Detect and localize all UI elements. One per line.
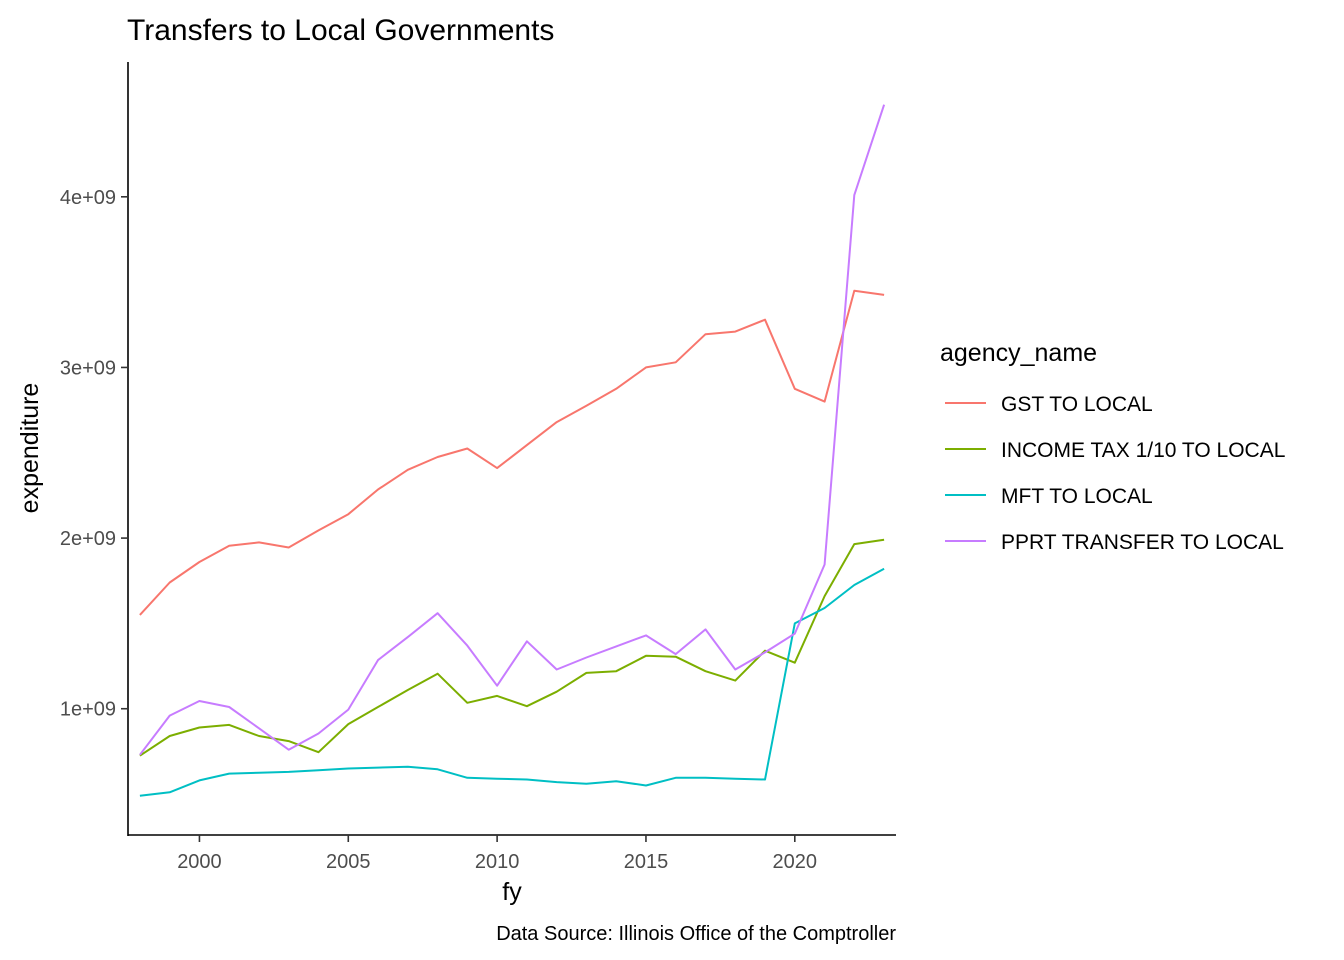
chart-title: Transfers to Local Governments (127, 14, 554, 47)
series-line-4 (139, 104, 886, 756)
x-tick-label: 2010 (475, 851, 520, 873)
y-tick-label: 1e+09 (60, 699, 116, 721)
x-tick-label: 2020 (773, 851, 818, 873)
legend-item: PPRT TRANSFER TO LOCAL (945, 531, 1284, 554)
y-tick-label: 4e+09 (60, 187, 116, 209)
y-tick-label: 2e+09 (60, 528, 116, 550)
x-axis-ticks: 2000 2005 2010 2015 2020 (177, 835, 817, 873)
legend-label: MFT TO LOCAL (1001, 485, 1153, 508)
legend-label: PPRT TRANSFER TO LOCAL (1001, 531, 1284, 554)
legend-item: GST TO LOCAL (945, 393, 1153, 416)
chart-caption: Data Source: Illinois Office of the Comp… (496, 923, 896, 945)
legend-item: INCOME TAX 1/10 TO LOCAL (945, 439, 1285, 462)
legend-items: GST TO LOCAL INCOME TAX 1/10 TO LOCAL MFT … (945, 393, 1285, 554)
legend-title: agency_name (940, 339, 1097, 367)
x-axis-title: fy (502, 878, 522, 906)
x-tick-label: 2015 (624, 851, 669, 873)
legend-item: MFT TO LOCAL (945, 485, 1153, 508)
series-line-1 (139, 289, 885, 616)
x-tick-label: 2000 (177, 851, 222, 873)
series-group (139, 104, 886, 797)
series-line-3 (139, 567, 885, 797)
legend: agency_name GST TO LOCAL INCOME TAX 1/10 … (940, 339, 1285, 554)
plot-area: 2000 2005 2010 2015 2020 1e+09 2e+09 3e+09 4e+0… (60, 62, 896, 873)
x-tick-label: 2005 (326, 851, 371, 873)
y-tick-label: 3e+09 (60, 357, 116, 379)
y-axis-title: expenditure (16, 383, 44, 514)
legend-label: INCOME TAX 1/10 TO LOCAL (1001, 439, 1285, 462)
legend-label: GST TO LOCAL (1001, 393, 1153, 416)
y-axis-ticks: 1e+09 2e+09 3e+09 4e+09 (60, 187, 128, 721)
